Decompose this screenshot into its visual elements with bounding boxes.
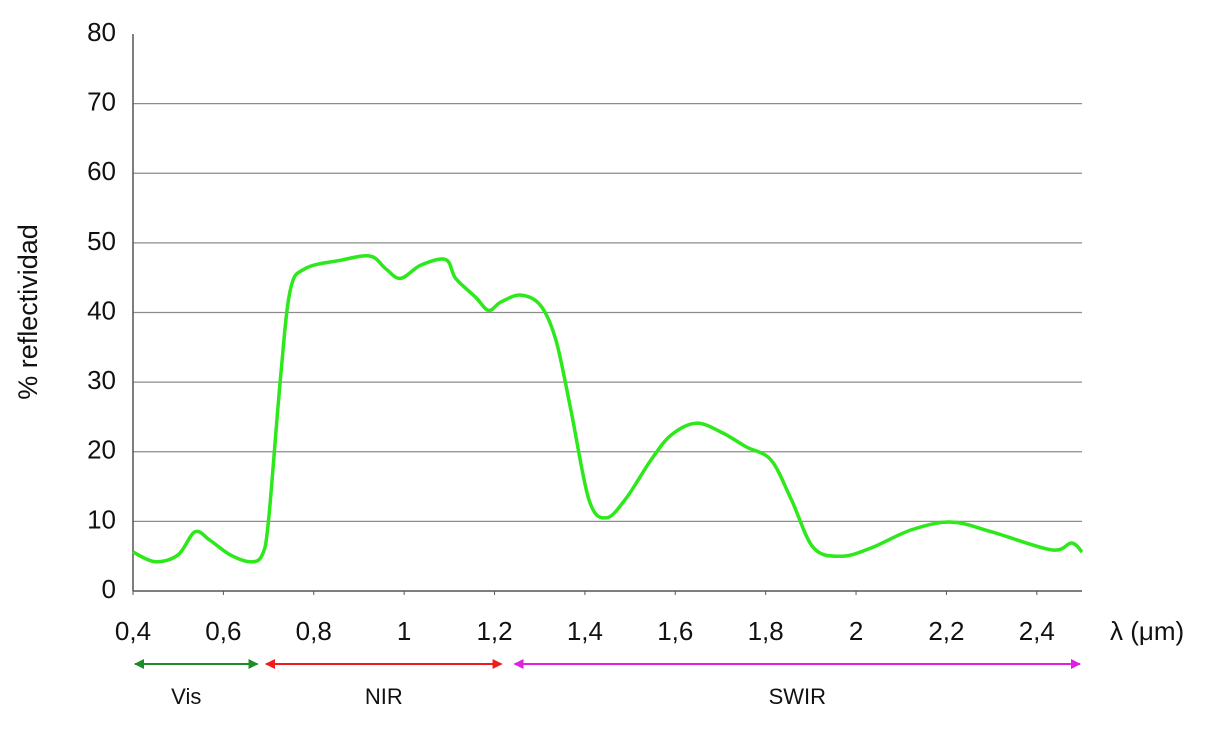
y-axis-label: % reflectividad — [13, 224, 43, 400]
x-tick-label: 1,6 — [657, 616, 693, 646]
x-tick-label: 0,6 — [205, 616, 241, 646]
region-label: NIR — [365, 684, 403, 709]
x-tick-label: 1 — [397, 616, 411, 646]
x-tick-label: 1,2 — [476, 616, 512, 646]
y-tick-label: 70 — [87, 87, 116, 117]
x-tick-label: 2,2 — [928, 616, 964, 646]
y-tick-label: 40 — [87, 295, 116, 325]
y-tick-label: 50 — [87, 226, 116, 256]
y-tick-label: 80 — [87, 17, 116, 47]
x-tick-label: 2,4 — [1019, 616, 1055, 646]
x-tick-label: 0,8 — [296, 616, 332, 646]
region-label: SWIR — [769, 684, 826, 709]
x-tick-label: 2 — [849, 616, 863, 646]
y-tick-label: 0 — [102, 574, 116, 604]
x-tick-label: 0,4 — [115, 616, 151, 646]
y-tick-label: 10 — [87, 504, 116, 534]
y-tick-label: 30 — [87, 365, 116, 395]
region-label: Vis — [171, 684, 201, 709]
y-tick-label: 20 — [87, 435, 116, 465]
reflectance-line — [132, 254, 1084, 564]
x-tick-label: 1,8 — [748, 616, 784, 646]
y-tick-label: 60 — [87, 156, 116, 186]
x-tick-label: 1,4 — [567, 616, 603, 646]
x-axis-label: λ (μm) — [1110, 616, 1184, 646]
